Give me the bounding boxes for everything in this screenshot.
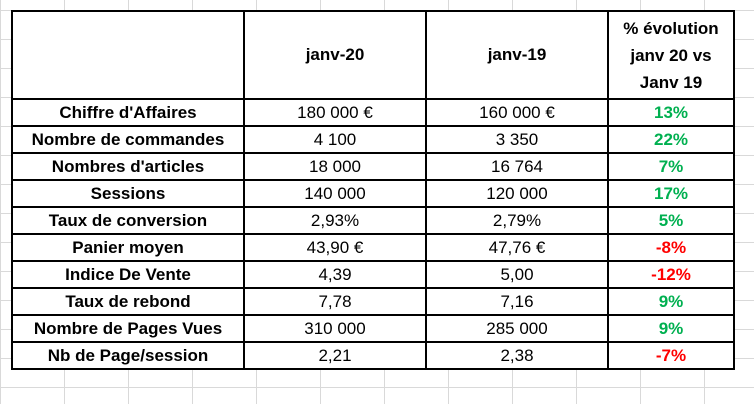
janv-20-cell[interactable]: 4,39 [243, 260, 427, 289]
header-janv-19[interactable]: janv-19 [425, 10, 609, 100]
table-row: Nombre de Pages Vues 310 000 285 000 9% [11, 314, 735, 343]
evolution-cell[interactable]: -8% [607, 233, 735, 262]
evolution-cell[interactable]: -12% [607, 260, 735, 289]
janv-20-cell[interactable]: 43,90 € [243, 233, 427, 262]
evolution-cell[interactable]: 7% [607, 152, 735, 181]
table-row: Nombre de commandes 4 100 3 350 22% [11, 125, 735, 154]
kpi-table: janv-20 janv-19 % évolution janv 20 vs Jan… [11, 10, 735, 370]
table-row: Indice De Vente 4,39 5,00 -12% [11, 260, 735, 289]
janv-19-cell[interactable]: 47,76 € [425, 233, 609, 262]
janv-19-cell[interactable]: 285 000 [425, 314, 609, 343]
janv-19-cell[interactable]: 2,38 [425, 341, 609, 370]
row-label-cell[interactable]: Chiffre d'Affaires [11, 98, 245, 127]
table-row: Nombres d'articles 18 000 16 764 7% [11, 152, 735, 181]
header-evolution-line1: % évolution [623, 18, 719, 38]
header-row: janv-20 janv-19 % évolution janv 20 vs Jan… [11, 10, 735, 100]
janv-20-cell[interactable]: 2,21 [243, 341, 427, 370]
janv-20-cell[interactable]: 18 000 [243, 152, 427, 181]
table-row: Sessions 140 000 120 000 17% [11, 179, 735, 208]
janv-20-cell[interactable]: 2,93% [243, 206, 427, 235]
header-evolution-line3: Janv 19 [639, 72, 703, 92]
janv-19-cell[interactable]: 5,00 [425, 260, 609, 289]
header-evolution-line2: janv 20 vs [630, 45, 712, 65]
janv-20-cell[interactable]: 7,78 [243, 287, 427, 316]
janv-20-cell[interactable]: 140 000 [243, 179, 427, 208]
janv-19-cell[interactable]: 2,79% [425, 206, 609, 235]
header-evolution[interactable]: % évolution janv 20 vs Janv 19 [607, 10, 735, 100]
row-label-cell[interactable]: Taux de conversion [11, 206, 245, 235]
evolution-cell[interactable]: 13% [607, 98, 735, 127]
janv-19-cell[interactable]: 16 764 [425, 152, 609, 181]
evolution-cell[interactable]: 17% [607, 179, 735, 208]
row-label-cell[interactable]: Panier moyen [11, 233, 245, 262]
table-row: Panier moyen 43,90 € 47,76 € -8% [11, 233, 735, 262]
row-label-cell[interactable]: Taux de rebond [11, 287, 245, 316]
row-label-cell[interactable]: Nombre de Pages Vues [11, 314, 245, 343]
janv-20-cell[interactable]: 180 000 € [243, 98, 427, 127]
row-label-cell[interactable]: Nb de Page/session [11, 341, 245, 370]
janv-19-cell[interactable]: 160 000 € [425, 98, 609, 127]
janv-19-cell[interactable]: 7,16 [425, 287, 609, 316]
header-blank-cell[interactable] [11, 10, 245, 100]
evolution-cell[interactable]: 9% [607, 287, 735, 316]
evolution-cell[interactable]: 5% [607, 206, 735, 235]
row-label-cell[interactable]: Sessions [11, 179, 245, 208]
header-janv-20[interactable]: janv-20 [243, 10, 427, 100]
table-row: Chiffre d'Affaires 180 000 € 160 000 € 1… [11, 98, 735, 127]
janv-20-cell[interactable]: 310 000 [243, 314, 427, 343]
table-row: Taux de conversion 2,93% 2,79% 5% [11, 206, 735, 235]
evolution-cell[interactable]: 22% [607, 125, 735, 154]
table-row: Nb de Page/session 2,21 2,38 -7% [11, 341, 735, 370]
evolution-cell[interactable]: -7% [607, 341, 735, 370]
janv-19-cell[interactable]: 120 000 [425, 179, 609, 208]
table-row: Taux de rebond 7,78 7,16 9% [11, 287, 735, 316]
row-label-cell[interactable]: Nombres d'articles [11, 152, 245, 181]
janv-20-cell[interactable]: 4 100 [243, 125, 427, 154]
janv-19-cell[interactable]: 3 350 [425, 125, 609, 154]
row-label-cell[interactable]: Indice De Vente [11, 260, 245, 289]
evolution-cell[interactable]: 9% [607, 314, 735, 343]
row-label-cell[interactable]: Nombre de commandes [11, 125, 245, 154]
